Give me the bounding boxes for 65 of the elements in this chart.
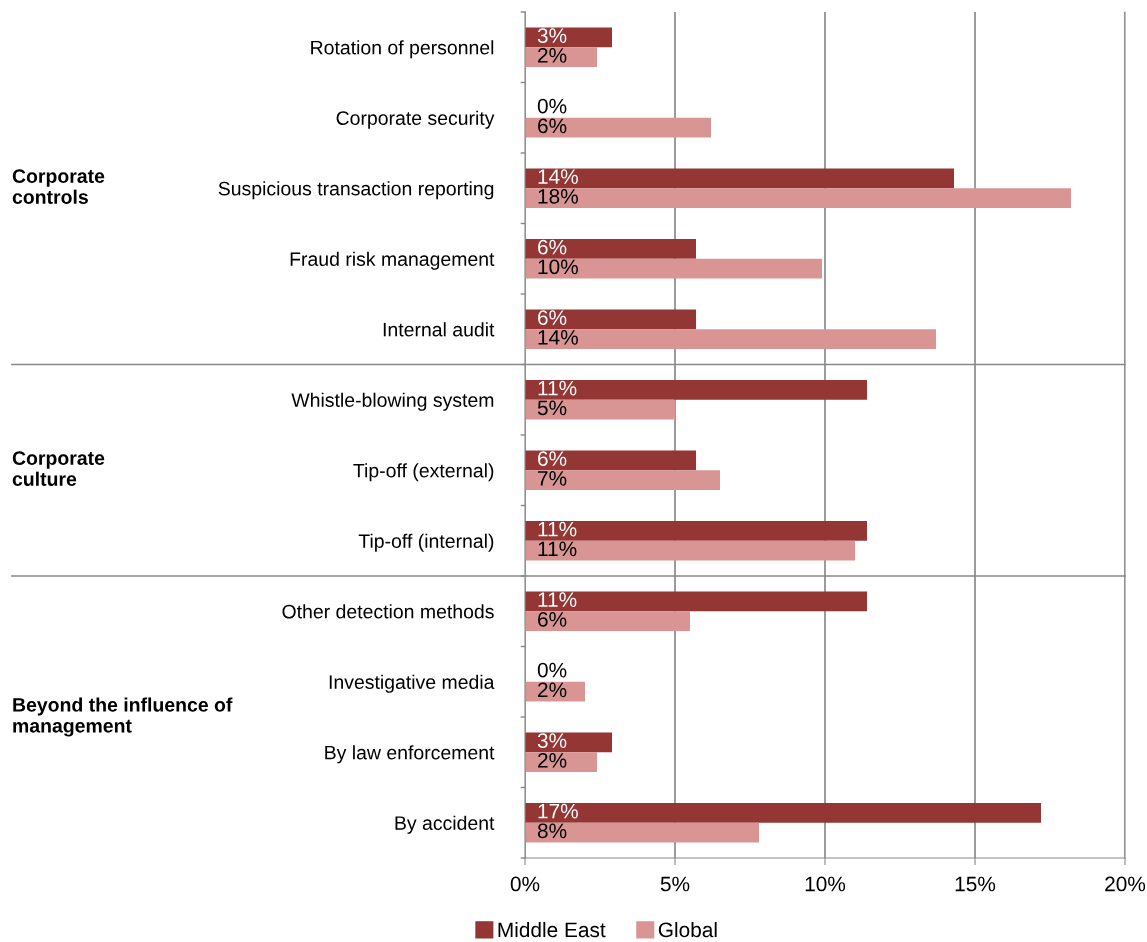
y-tick-label: Corporate security [336, 110, 495, 129]
y-tick-label: Rotation of personnel [311, 40, 494, 59]
bar [525, 521, 867, 541]
y-tick-label: By law enforcement [325, 745, 495, 764]
y-tick-label: Investigative media [329, 674, 495, 693]
bar [525, 591, 867, 612]
bar [525, 540, 855, 561]
data-label: 2% [538, 682, 567, 698]
bar [525, 822, 759, 843]
y-tick-label: Tip-off (internal) [358, 533, 494, 552]
data-label: 0% [537, 662, 567, 678]
y-tick-label: Other detection methods [282, 604, 494, 619]
data-label: 0% [537, 98, 567, 114]
text: Corporate culture [12, 451, 105, 486]
data-label: 10% [538, 259, 578, 275]
data-label: 14% [538, 330, 578, 345]
data-label: 6% [538, 118, 567, 134]
x-tick-label: 15% [955, 876, 996, 892]
y-tick-label: Tip-off (external) [353, 463, 494, 482]
data-label: 14% [538, 169, 578, 184]
x-tick-label: 10% [805, 876, 846, 892]
data-label: 11% [538, 380, 577, 396]
data-label: 6% [538, 451, 567, 466]
data-label: 6% [538, 310, 567, 325]
data-label: 3% [537, 28, 567, 43]
bar [525, 803, 1041, 823]
y-tick-label: Fraud risk management [290, 251, 495, 270]
data-label: 7% [538, 471, 567, 486]
y-tick-label: Suspicious transaction reporting [218, 181, 494, 200]
bar [525, 188, 1071, 208]
bar [525, 168, 954, 189]
bar [525, 117, 711, 138]
data-label: 3% [537, 733, 567, 748]
bar [525, 470, 720, 490]
y-tick-label: Whistle-blowing system [291, 392, 494, 411]
bar [525, 239, 696, 259]
text: Corporate controls [12, 169, 105, 204]
data-label: 2% [538, 47, 567, 63]
y-tick-label: Internal audit [383, 322, 495, 337]
data-label: 11% [538, 521, 577, 537]
data-label: 18% [538, 188, 578, 204]
data-label: 8% [537, 823, 567, 839]
y-tick-label: By accident [395, 815, 495, 834]
data-label: 6% [538, 239, 567, 255]
bar [525, 47, 597, 67]
bar [525, 611, 690, 631]
text: Beyond the influence of management [13, 697, 233, 737]
bar [525, 329, 936, 349]
bar [525, 752, 597, 772]
legend-label: Global [658, 921, 717, 938]
bar [525, 258, 822, 279]
data-label: 6% [538, 611, 567, 627]
bar [525, 399, 675, 420]
data-label: 11% [538, 592, 577, 607]
data-label: 11% [538, 541, 577, 557]
x-tick-label: 20% [1105, 876, 1146, 892]
bar [525, 309, 696, 330]
bar [525, 380, 867, 400]
data-label: 2% [538, 752, 567, 768]
x-tick-label: 5% [660, 876, 690, 892]
x-tick-label: 0% [510, 876, 540, 892]
legend-label: Middle East [498, 921, 606, 938]
data-label: 5% [537, 400, 567, 416]
data-label: 17% [538, 803, 578, 819]
bar [525, 450, 696, 471]
